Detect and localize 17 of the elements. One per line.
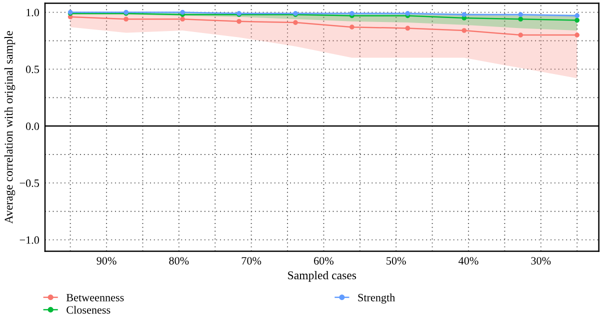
legend-label: Strength — [358, 294, 395, 304]
legend-label: Closeness — [66, 306, 110, 314]
x-tick-label: 60% — [314, 257, 334, 265]
x-tick-label: 40% — [458, 257, 478, 265]
legend-label: Betweenness — [66, 294, 124, 302]
y-tick-label: 0.0 — [26, 122, 40, 130]
x-tick-label: 80% — [169, 257, 189, 265]
y-axis-title: Average correlation with original sample — [4, 31, 16, 224]
x-tick-label: 90% — [96, 257, 116, 265]
x-tick-label: 50% — [386, 257, 406, 265]
y-tick-label: 1.0 — [26, 8, 40, 16]
y-tick-label: −1.0 — [20, 236, 40, 244]
y-tick-label: −0.5 — [20, 179, 40, 187]
x-axis-title: Sampled cases — [288, 271, 356, 282]
x-tick-label: 70% — [242, 257, 262, 265]
x-tick-label: 30% — [531, 257, 551, 265]
y-tick-label: 0.5 — [26, 66, 40, 74]
